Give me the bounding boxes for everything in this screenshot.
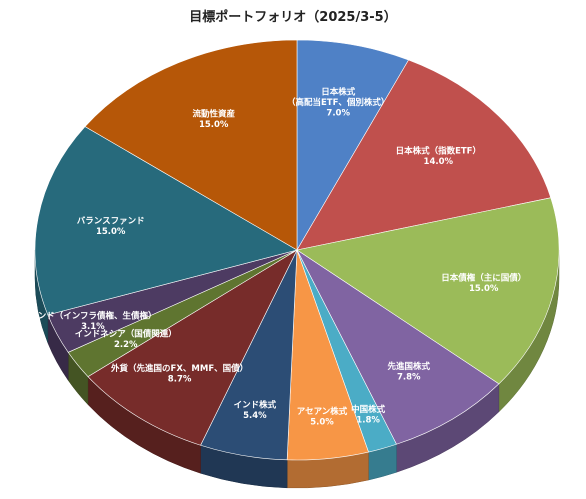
pie-slice-先進国株式 xyxy=(296,249,500,445)
slice-value-label: 3.1% xyxy=(81,322,105,332)
slice-value-label: 5.0% xyxy=(310,418,334,428)
slice-category-label: バランスファンド xyxy=(77,216,145,227)
slice-category-label: 日本株式（指数ETF） xyxy=(396,146,481,157)
slice-value-label: 15.0% xyxy=(469,284,499,294)
slice-value-label: 2.2% xyxy=(114,340,138,350)
slice-category-label: （高配当ETF、個別株式） xyxy=(287,97,389,108)
slice-value-label: 8.7% xyxy=(168,374,192,384)
slice-value-label: 7.8% xyxy=(397,373,421,383)
slice-category-label: 日本債権（主に国債） xyxy=(441,273,526,284)
pie-slice-日本債権-主に国債- xyxy=(296,197,560,385)
slice-category-label: 流動性資産 xyxy=(192,108,235,119)
pie-slice-バランスファンド xyxy=(34,126,298,316)
pie-slice-流動性資産 xyxy=(84,39,298,251)
slice-value-label: 15.0% xyxy=(199,120,229,130)
chart-title: 目標ポートフォリオ（2025/3-5） xyxy=(189,10,397,25)
slice-value-label: 15.0% xyxy=(96,227,126,237)
slice-value-label: 5.4% xyxy=(243,411,267,421)
slice-category-label: アセアン株式 xyxy=(297,406,348,417)
slice-category-label: インドネシア（国債関連） xyxy=(75,329,177,340)
slice-category-label: インド（インフラ債権、生債権） xyxy=(29,311,156,322)
pie-slice-日本株式-指数ETF- xyxy=(296,59,552,251)
slice-category-label: 外貨（先進国のFX、MMF、国債） xyxy=(110,363,248,374)
pie-slice-日本株式-高配当ETF-個別株式- xyxy=(296,39,409,252)
slice-category-label: 日本株式 xyxy=(321,86,356,97)
pie-slice-外貨-先進国のFX-MMF-国債- xyxy=(87,249,298,446)
slice-category-label: 中国株式 xyxy=(351,404,386,415)
slice-category-label: インド株式 xyxy=(234,400,277,411)
slice-value-label: 7.0% xyxy=(326,108,350,118)
slice-value-label: 14.0% xyxy=(424,157,454,167)
slice-category-label: 先進国株式 xyxy=(388,361,431,372)
slice-value-label: 1.8% xyxy=(356,416,380,426)
